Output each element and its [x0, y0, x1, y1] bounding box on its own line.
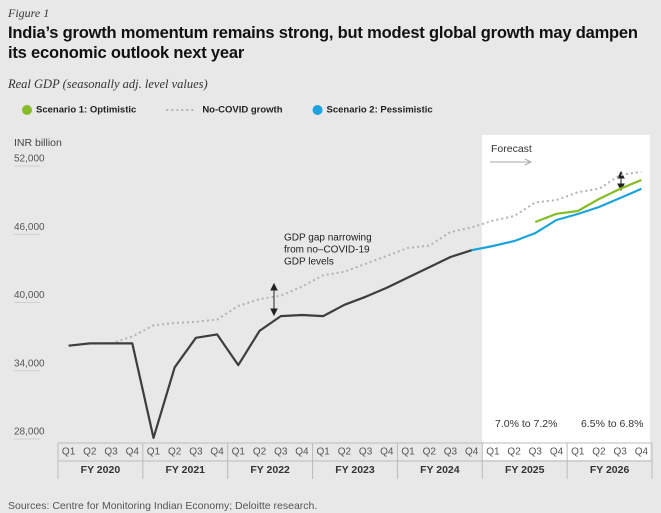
y-tick-label: 40,000	[14, 290, 45, 301]
x-group-label: FY 2020	[81, 464, 121, 476]
forecast-arrow-head	[524, 158, 533, 166]
x-tick-label: Q3	[444, 447, 458, 458]
y-tick-label: 52,000	[14, 154, 45, 165]
source-note: Sources: Centre for Monitoring Indian Ec…	[8, 500, 318, 512]
y-tick-label: 28,000	[14, 427, 45, 438]
x-group-label: FY 2026	[590, 464, 630, 476]
x-group-label: FY 2023	[335, 464, 375, 476]
series-line	[68, 249, 473, 439]
x-tick-label: Q4	[210, 447, 224, 458]
x-tick-label: Q4	[295, 447, 309, 458]
x-tick-label: Q1	[232, 447, 246, 458]
series-line	[534, 178, 642, 224]
y-tick-label: 34,000	[14, 358, 45, 369]
x-tick-label: Q1	[486, 447, 500, 458]
x-tick-label: Q2	[83, 447, 97, 458]
annotation: from no–COVID-19	[284, 245, 370, 256]
annotation: 6.5% to 6.8%	[581, 418, 643, 430]
series-line	[110, 170, 642, 345]
x-tick-label: Q2	[592, 447, 606, 458]
legend-label: Scenario 1: Optimistic	[36, 105, 136, 116]
x-tick-label: Q1	[571, 447, 585, 458]
x-tick-label: Q2	[253, 447, 267, 458]
legend-label: No-COVID growth	[202, 105, 282, 116]
series-line	[471, 187, 642, 252]
x-tick-label: Q4	[465, 447, 479, 458]
y-axis-label: INR billion	[14, 137, 62, 149]
x-tick-label: Q3	[189, 447, 203, 458]
gap-arrow	[270, 170, 625, 317]
x-tick-label: Q1	[62, 447, 76, 458]
x-tick-label: Q4	[635, 447, 649, 458]
annotation: GDP levels	[284, 257, 334, 268]
x-tick-label: Q3	[104, 447, 118, 458]
chart-subtitle: Real GDP (seasonally adj. level values)	[8, 77, 208, 91]
x-group-label: FY 2024	[420, 464, 460, 476]
x-tick-label: Q1	[147, 447, 161, 458]
x-tick-label: Q2	[168, 447, 182, 458]
x-tick-label: Q3	[274, 447, 288, 458]
annotation: 7.0% to 7.2%	[495, 418, 557, 430]
x-tick-label: Q2	[338, 447, 352, 458]
legend-label: Scenario 2: Pessimistic	[327, 105, 433, 116]
legend-swatch	[312, 105, 323, 115]
x-tick-label: Q3	[359, 447, 373, 458]
x-tick-label: Q2	[507, 447, 521, 458]
x-tick-label: Q4	[380, 447, 394, 458]
annotation: GDP gap narrowing	[284, 233, 372, 244]
x-tick-label: Q2	[423, 447, 437, 458]
x-tick-label: Q4	[126, 447, 140, 458]
x-group-label: FY 2021	[166, 464, 206, 476]
figure-label: Figure 1	[8, 6, 50, 20]
x-tick-label: Q1	[401, 447, 415, 458]
x-group-label: FY 2025	[505, 464, 545, 476]
forecast-label: Forecast	[491, 143, 532, 155]
x-tick-label: Q3	[614, 447, 628, 458]
x-tick-label: Q3	[529, 447, 543, 458]
x-tick-label: Q1	[317, 447, 331, 458]
legend-swatch	[22, 105, 32, 115]
forecast-area	[482, 135, 650, 460]
x-group-label: FY 2022	[250, 464, 290, 476]
chart-title: India’s growth momentum remains strong, …	[8, 24, 638, 62]
y-tick-label: 46,000	[14, 222, 45, 233]
x-tick-label: Q4	[550, 447, 564, 458]
